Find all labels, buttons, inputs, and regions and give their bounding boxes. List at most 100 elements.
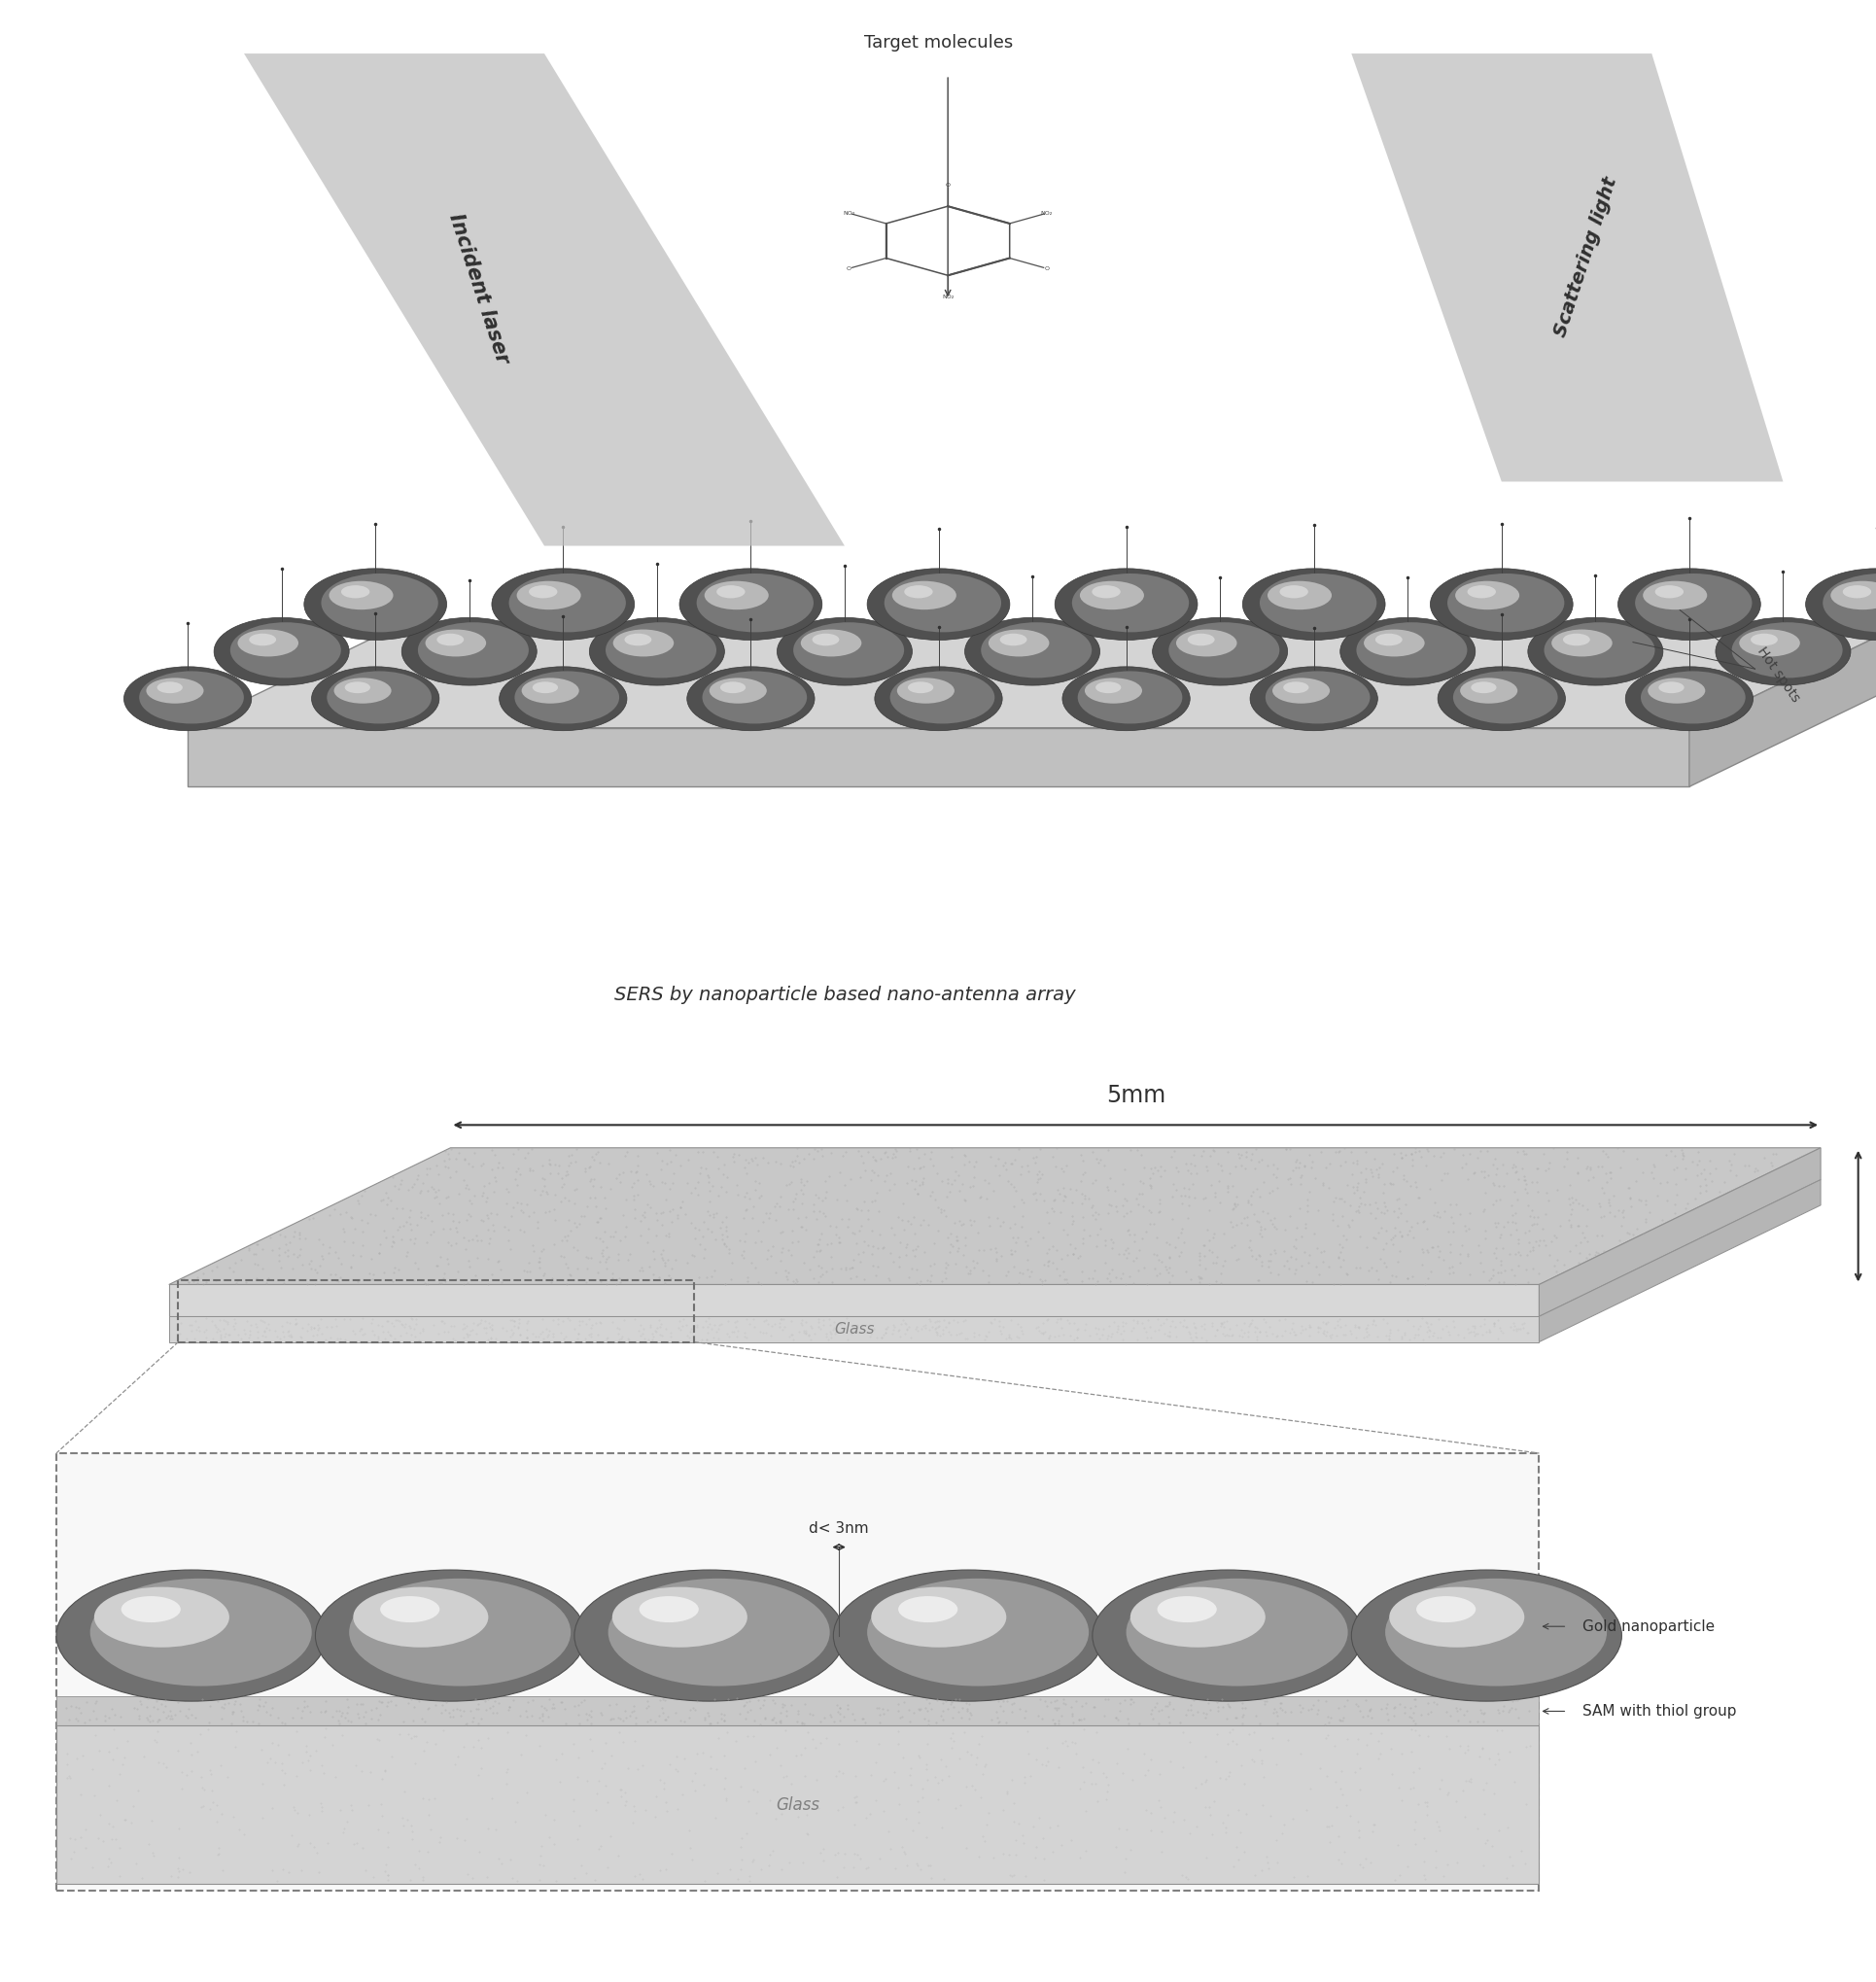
Polygon shape: [169, 1284, 1538, 1316]
Ellipse shape: [1647, 678, 1705, 704]
Ellipse shape: [341, 585, 370, 599]
Ellipse shape: [1364, 630, 1424, 656]
Ellipse shape: [1079, 581, 1144, 610]
Ellipse shape: [709, 678, 767, 704]
Ellipse shape: [499, 666, 627, 731]
Text: SERS by nanoparticle based nano-antenna array: SERS by nanoparticle based nano-antenna …: [613, 987, 1075, 1005]
Ellipse shape: [1551, 630, 1611, 656]
Ellipse shape: [702, 672, 807, 723]
Ellipse shape: [315, 1570, 585, 1701]
Ellipse shape: [981, 622, 1092, 678]
Ellipse shape: [1351, 1570, 1621, 1701]
Ellipse shape: [679, 569, 822, 640]
Ellipse shape: [1092, 1570, 1362, 1701]
Ellipse shape: [889, 672, 994, 723]
Ellipse shape: [1054, 569, 1197, 640]
Text: Hot spots: Hot spots: [1754, 644, 1803, 704]
Ellipse shape: [238, 630, 298, 656]
Ellipse shape: [1430, 569, 1572, 640]
Ellipse shape: [1188, 634, 1214, 646]
Ellipse shape: [1283, 682, 1308, 694]
Polygon shape: [56, 1726, 1538, 1883]
Ellipse shape: [1460, 678, 1518, 704]
Ellipse shape: [1437, 666, 1565, 731]
Ellipse shape: [1092, 585, 1120, 599]
Ellipse shape: [1264, 672, 1369, 723]
Polygon shape: [1538, 1179, 1820, 1342]
Ellipse shape: [158, 682, 182, 694]
Ellipse shape: [401, 618, 537, 686]
Ellipse shape: [1242, 569, 1384, 640]
Ellipse shape: [625, 634, 651, 646]
Ellipse shape: [437, 634, 463, 646]
Ellipse shape: [1750, 634, 1777, 646]
Ellipse shape: [1384, 1578, 1606, 1687]
Ellipse shape: [1416, 1596, 1475, 1623]
Ellipse shape: [353, 1588, 488, 1647]
Ellipse shape: [146, 678, 204, 704]
Ellipse shape: [608, 1578, 829, 1687]
Ellipse shape: [717, 585, 745, 599]
Ellipse shape: [867, 569, 1009, 640]
Ellipse shape: [1544, 622, 1655, 678]
Ellipse shape: [321, 573, 437, 632]
Polygon shape: [244, 54, 844, 545]
Ellipse shape: [418, 622, 529, 678]
Ellipse shape: [522, 678, 578, 704]
Text: Incident laser: Incident laser: [445, 212, 512, 367]
Ellipse shape: [1805, 569, 1876, 640]
Ellipse shape: [687, 666, 814, 731]
Ellipse shape: [1563, 634, 1589, 646]
Ellipse shape: [891, 581, 957, 610]
Ellipse shape: [1126, 1578, 1347, 1687]
Ellipse shape: [345, 682, 370, 694]
Ellipse shape: [1000, 634, 1026, 646]
Ellipse shape: [90, 1578, 311, 1687]
FancyBboxPatch shape: [56, 1453, 1538, 1891]
Ellipse shape: [1077, 672, 1182, 723]
Text: O: O: [1043, 266, 1049, 272]
Polygon shape: [169, 1316, 1538, 1342]
Ellipse shape: [874, 666, 1002, 731]
Ellipse shape: [1658, 682, 1683, 694]
Text: Gold nanoparticle: Gold nanoparticle: [1581, 1619, 1713, 1633]
Ellipse shape: [1272, 678, 1330, 704]
Ellipse shape: [1266, 581, 1332, 610]
Ellipse shape: [349, 1578, 570, 1687]
Ellipse shape: [1715, 618, 1850, 686]
Ellipse shape: [1279, 585, 1308, 599]
Ellipse shape: [612, 1588, 747, 1647]
Ellipse shape: [964, 618, 1099, 686]
Ellipse shape: [1467, 585, 1495, 599]
Polygon shape: [56, 1697, 1538, 1726]
Ellipse shape: [328, 581, 394, 610]
Ellipse shape: [1454, 581, 1520, 610]
Ellipse shape: [606, 622, 717, 678]
Text: NO₂: NO₂: [842, 210, 854, 216]
Ellipse shape: [1249, 666, 1377, 731]
Ellipse shape: [1732, 622, 1842, 678]
Polygon shape: [1538, 1148, 1820, 1316]
Ellipse shape: [231, 622, 341, 678]
Ellipse shape: [492, 569, 634, 640]
Ellipse shape: [56, 1570, 326, 1701]
Ellipse shape: [613, 630, 673, 656]
Ellipse shape: [867, 1578, 1088, 1687]
Text: NO₂: NO₂: [942, 293, 953, 299]
Ellipse shape: [1446, 573, 1563, 632]
Ellipse shape: [777, 618, 912, 686]
Ellipse shape: [326, 672, 431, 723]
Ellipse shape: [381, 1596, 439, 1623]
Ellipse shape: [1842, 585, 1870, 599]
Ellipse shape: [426, 630, 486, 656]
Polygon shape: [1688, 636, 1876, 787]
Ellipse shape: [1452, 672, 1557, 723]
Ellipse shape: [1625, 666, 1752, 731]
Ellipse shape: [1062, 666, 1189, 731]
Ellipse shape: [533, 682, 557, 694]
Ellipse shape: [1739, 630, 1799, 656]
Ellipse shape: [1642, 581, 1707, 610]
Ellipse shape: [696, 573, 812, 632]
Ellipse shape: [1176, 630, 1236, 656]
Ellipse shape: [794, 622, 904, 678]
